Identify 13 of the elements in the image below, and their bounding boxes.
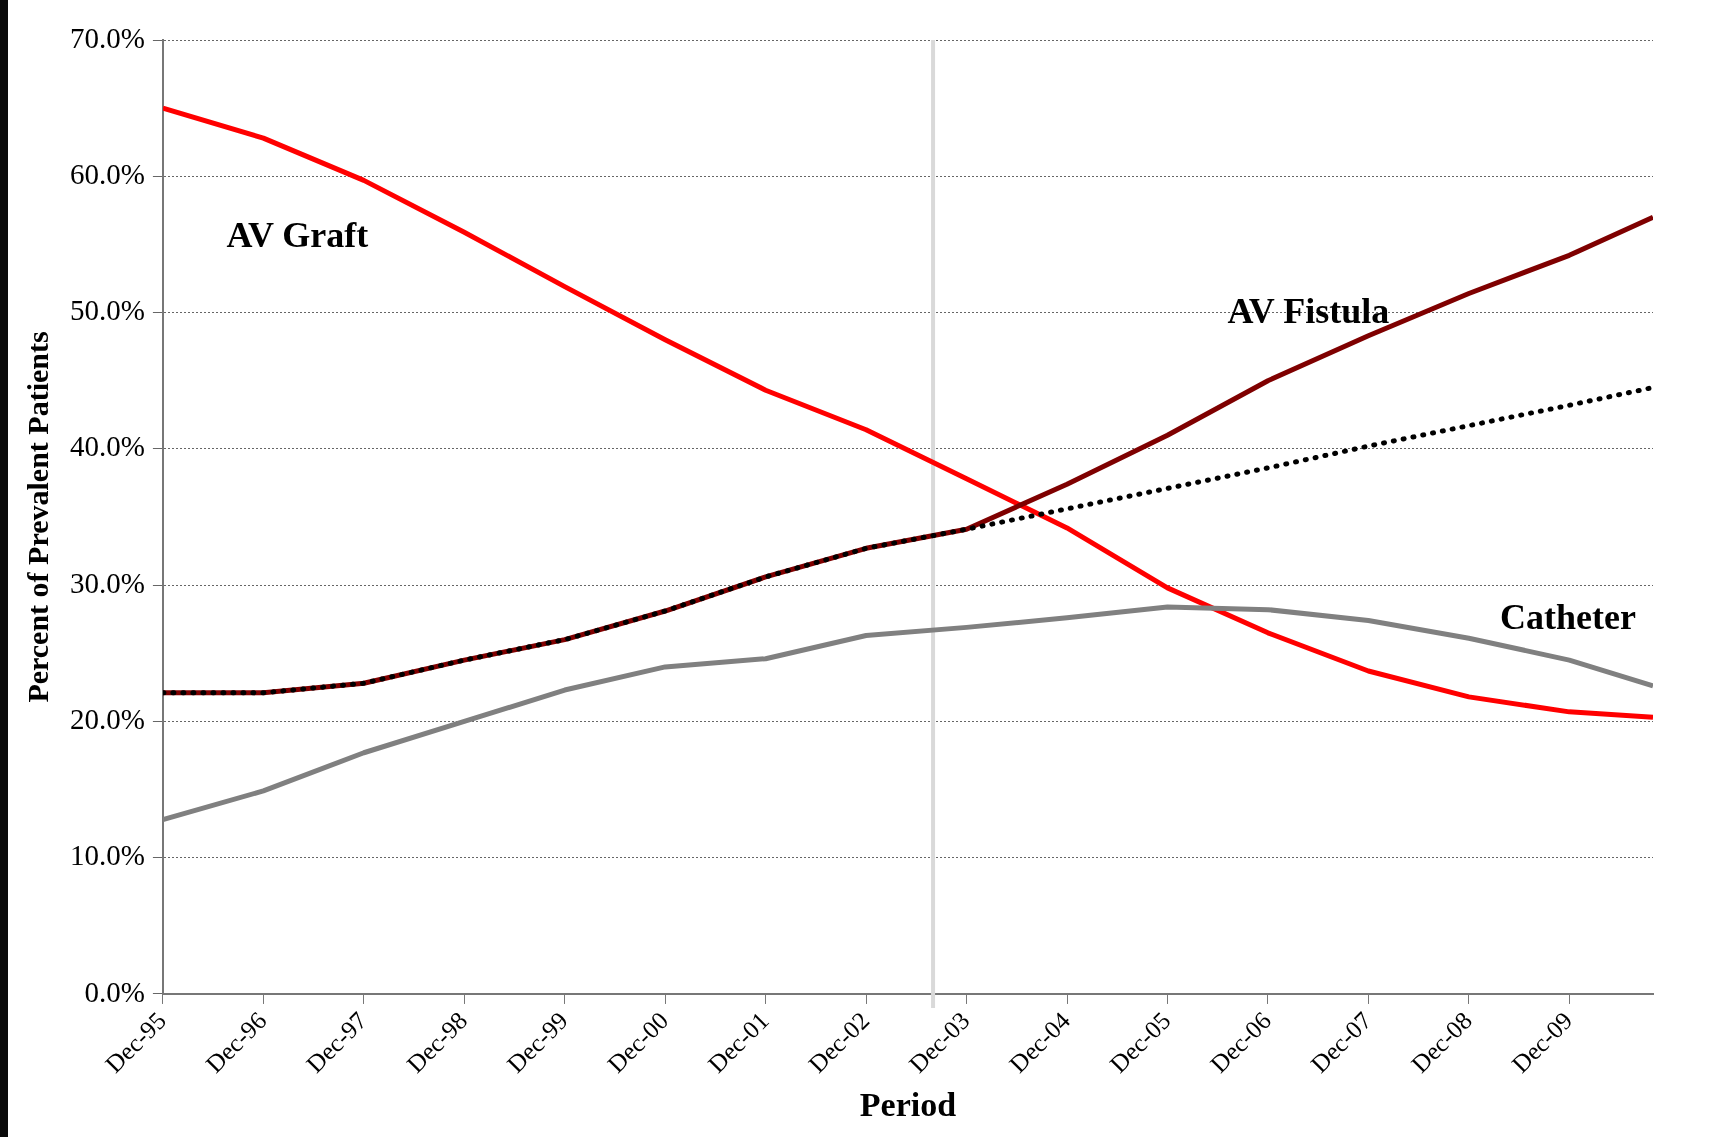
series-label: AV Fistula	[1227, 291, 1390, 332]
y-tick-label: 60.0%	[69, 157, 145, 190]
y-axis-title: Percent of Prevalent Patients	[20, 331, 54, 703]
y-tick-label: 10.0%	[69, 839, 145, 872]
x-axis-title: Period	[859, 1086, 957, 1124]
y-tick-label: 0.0%	[84, 975, 145, 1008]
series-label: Catheter	[1500, 597, 1636, 638]
series-label: AV Graft	[226, 215, 369, 256]
y-tick-label: 40.0%	[69, 430, 145, 463]
y-tick-label: 50.0%	[69, 294, 145, 327]
y-tick-label: 20.0%	[69, 703, 145, 736]
y-tick-label: 70.0%	[69, 21, 145, 54]
y-tick-label: 30.0%	[69, 566, 145, 599]
